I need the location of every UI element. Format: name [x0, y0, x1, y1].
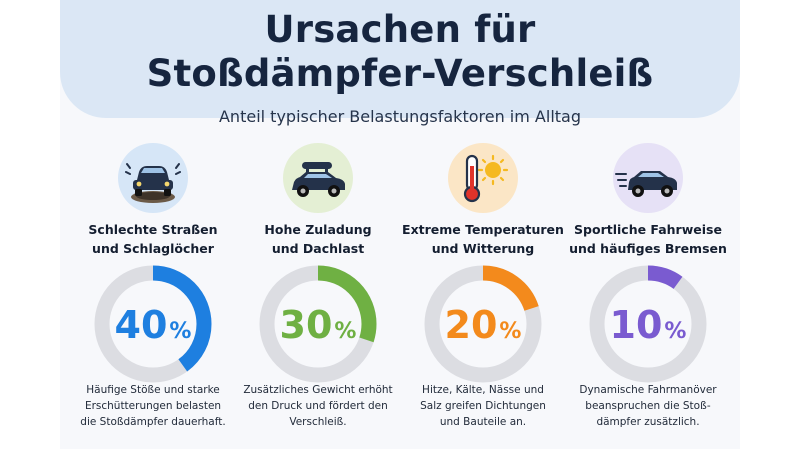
fast-car-icon	[612, 142, 684, 214]
factor-description: Hitze, Kälte, Nässe und Salz greifen Dic…	[420, 384, 546, 428]
car-roofbox-icon	[282, 142, 354, 214]
donut-chart-driving: 10%	[586, 262, 710, 386]
percent-label: 40%	[115, 303, 192, 347]
donut-arc	[259, 265, 377, 383]
factor-label: Schlechte Straßen und Schlaglöcher	[88, 222, 218, 256]
donut-arc	[589, 265, 707, 383]
thermometer-sun-icon	[447, 142, 519, 214]
infographic: Ursachen für Stoßdämpfer-Verschleiß Ante…	[60, 0, 740, 449]
factor-card-load: Hohe Zuladung und Dachlast 30% Zusätzlic…	[233, 142, 403, 442]
page-title-line2: Stoßdämpfer-Verschleiß	[146, 52, 654, 95]
page-title-line1: Ursachen für	[264, 8, 536, 51]
percent-label: 10%	[610, 303, 687, 347]
factor-description: Häufige Stöße und starke Erschütterungen…	[80, 384, 226, 428]
percent-label: 20%	[445, 303, 522, 347]
header-background	[60, 0, 740, 118]
factor-description: Zusätzliches Gewicht erhöht den Druck un…	[243, 384, 393, 428]
factor-card-roads: Schlechte Straßen und Schlaglöcher 40% H…	[68, 142, 238, 442]
car-pothole-icon	[117, 142, 189, 214]
factor-label: Extreme Temperaturen und Witterung	[402, 222, 564, 256]
page-subtitle: Anteil typischer Belastungsfaktoren im A…	[218, 107, 581, 126]
factor-description: Dynamische Fahrmanöver beanspruchen die …	[579, 384, 717, 428]
percent-label: 30%	[280, 303, 357, 347]
donut-arc	[424, 265, 542, 383]
factor-label: Hohe Zuladung und Dachlast	[264, 222, 372, 256]
donut-chart-load: 30%	[256, 262, 380, 386]
donut-arc	[94, 265, 212, 383]
factor-label: Sportliche Fahrweise und häufiges Bremse…	[569, 222, 727, 256]
factor-card-driving: Sportliche Fahrweise und häufiges Bremse…	[563, 142, 733, 442]
donut-chart-weather: 20%	[421, 262, 545, 386]
donut-chart-roads: 40%	[91, 262, 215, 386]
factor-card-weather: Extreme Temperaturen und Witterung 20% H…	[398, 142, 568, 442]
